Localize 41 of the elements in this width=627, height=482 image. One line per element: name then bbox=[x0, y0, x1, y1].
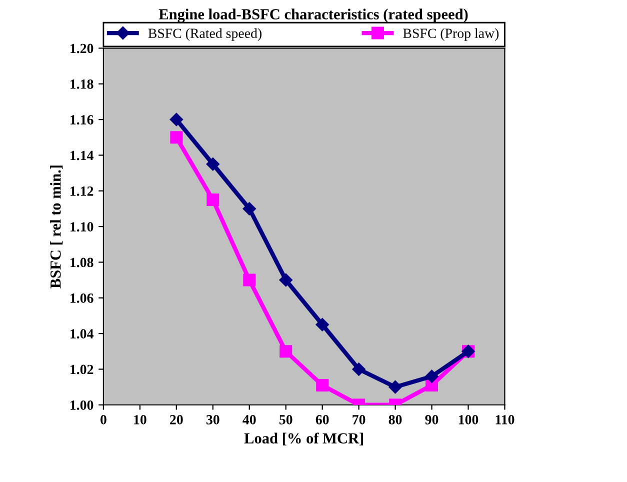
chart-title: Engine load-BSFC characteristics (rated speed) bbox=[158, 8, 468, 23]
y-tick-label: 1.12 bbox=[70, 186, 94, 196]
point bbox=[316, 318, 329, 332]
y-axis-title: BSFC [ rel to min.] bbox=[50, 166, 63, 288]
point bbox=[242, 202, 256, 216]
y-tick-label: 1.04 bbox=[70, 329, 94, 339]
x-tick-label: 70 bbox=[352, 415, 366, 424]
y-tick-label: 1.00 bbox=[70, 400, 94, 410]
x-tick-label: 10 bbox=[134, 415, 146, 424]
y-tick-label: 1.06 bbox=[70, 293, 94, 303]
x-tick-label: 0 bbox=[100, 415, 106, 424]
legend-label: BSFC (Rated speed) bbox=[148, 28, 262, 41]
point bbox=[280, 345, 292, 358]
x-tick-label: 80 bbox=[388, 415, 402, 424]
legend-label: BSFC (Prop law) bbox=[403, 28, 499, 41]
point bbox=[425, 370, 438, 383]
x-tick-label: 50 bbox=[279, 415, 292, 424]
point bbox=[206, 194, 220, 206]
point bbox=[243, 274, 256, 286]
x-tick-label: 90 bbox=[425, 415, 438, 424]
x-tick-label: 100 bbox=[458, 415, 478, 424]
point bbox=[206, 158, 220, 171]
point bbox=[388, 380, 402, 394]
x-axis-title: Load [% of MCR] bbox=[244, 432, 364, 446]
y-tick-label: 1.16 bbox=[70, 115, 94, 125]
y-tick-label: 1.10 bbox=[70, 222, 94, 232]
x-tick-label: 40 bbox=[242, 415, 256, 424]
point bbox=[316, 379, 329, 392]
point bbox=[352, 362, 366, 376]
x-tick-label: 20 bbox=[170, 415, 183, 424]
point bbox=[279, 273, 292, 287]
y-tick-label: 1.02 bbox=[70, 364, 94, 374]
y-tick-label: 1.08 bbox=[70, 258, 94, 268]
point bbox=[170, 112, 184, 126]
x-tick-label: 30 bbox=[206, 415, 220, 424]
x-tick-label: 110 bbox=[496, 415, 514, 424]
x-tick-label: 60 bbox=[316, 415, 329, 424]
point bbox=[170, 131, 183, 144]
y-tick-label: 1.18 bbox=[70, 79, 94, 89]
y-tick-label: 1.20 bbox=[70, 44, 94, 54]
y-tick-label: 1.14 bbox=[70, 150, 94, 160]
